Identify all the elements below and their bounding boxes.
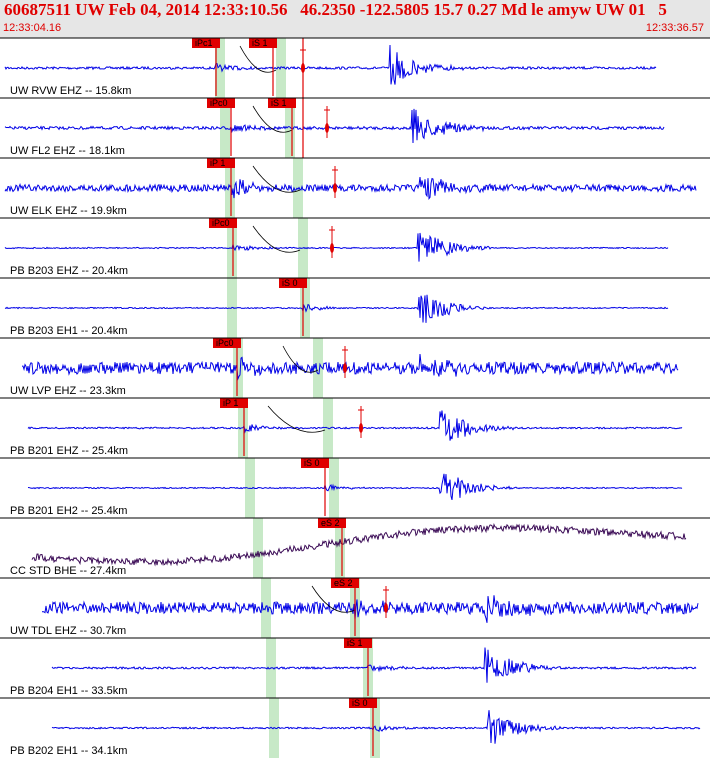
waveform-trace	[4, 177, 697, 200]
theoretical-s-band	[293, 158, 303, 218]
pick-label: iPc1	[195, 38, 213, 48]
theoretical-p-band	[253, 518, 263, 578]
channel-label: UW ELK EHZ -- 19.9km	[10, 205, 127, 217]
amplitude-pick-dot	[359, 423, 363, 433]
pick-tag[interactable]	[344, 638, 372, 648]
pick-tag[interactable]	[213, 338, 241, 348]
pick-label: iPc0	[216, 338, 234, 348]
pick-label: eS 2	[334, 578, 353, 588]
pick-tag[interactable]	[268, 98, 296, 108]
channel-label: PB B204 EH1 -- 33.5km	[10, 685, 127, 697]
theoretical-s-band	[370, 698, 380, 758]
waveform-trace	[4, 44, 657, 85]
channel-label: UW TDL EHZ -- 30.7km	[10, 625, 126, 637]
pick-tag[interactable]	[279, 278, 307, 288]
pick-label: iS 1	[271, 98, 287, 108]
header-bar: 60687511 UW Feb 04, 2014 12:33:10.56 46.…	[0, 0, 710, 38]
waveform-traces	[4, 44, 701, 744]
pick-label: iS 1	[347, 638, 363, 648]
pick-label: iP 1	[210, 158, 225, 168]
channel-label: PB B201 EH2 -- 25.4km	[10, 505, 127, 517]
channel-label: UW LVP EHZ -- 23.3km	[10, 385, 126, 397]
theoretical-s-band	[285, 98, 295, 158]
phase-picks: iPc1 iS 1 iPc0 iS 1 iP 1 iPc0 iS 0 iPc0 iP 1 iS 0…	[192, 38, 389, 756]
pick-label: eS 2	[321, 518, 340, 528]
amplitude-pick-dot	[343, 363, 347, 373]
channel-label: PB B201 EHZ -- 25.4km	[10, 445, 128, 457]
channel-labels: UW RVW EHZ -- 15.8km UW FL2 EHZ -- 18.1km…	[0, 37, 710, 757]
waveform-trace	[41, 595, 699, 623]
event-title: 60687511 UW Feb 04, 2014 12:33:10.56 46.…	[4, 0, 667, 19]
theoretical-p-band	[233, 338, 243, 398]
pick-label: iPc0	[210, 98, 228, 108]
pick-tag[interactable]	[192, 38, 220, 48]
waveform-trace	[4, 294, 669, 323]
pick-label: iS 0	[352, 698, 368, 708]
theoretical-p-band	[225, 158, 235, 218]
waveform-trace	[27, 410, 683, 441]
pick-label: iP 1	[223, 398, 238, 408]
waveform-trace	[27, 473, 683, 501]
pick-tag[interactable]	[318, 518, 346, 528]
travel-time-curve	[252, 105, 293, 133]
theoretical-s-band	[335, 518, 345, 578]
pick-tag[interactable]	[301, 458, 329, 468]
waveform-trace	[22, 353, 679, 381]
theoretical-s-band	[313, 338, 323, 398]
waveform-trace	[51, 647, 697, 683]
time-start-label: 12:33:04.16	[3, 22, 62, 34]
theoretical-p-band	[215, 38, 225, 98]
time-end-label: 12:33:36.57	[645, 22, 704, 34]
travel-time-curve	[252, 225, 301, 253]
waveform-trace	[4, 108, 665, 144]
theoretical-p-band	[261, 578, 271, 638]
pick-tag[interactable]	[207, 98, 235, 108]
channel-label: PB B202 EH1 -- 34.1km	[10, 745, 127, 757]
travel-time-curve	[252, 165, 301, 193]
amplitude-pick-dot	[384, 603, 388, 613]
travel-time-curve	[282, 345, 319, 373]
pick-label: iS 0	[282, 278, 298, 288]
pick-tag[interactable]	[331, 578, 359, 588]
channel-label: UW FL2 EHZ -- 18.1km	[10, 145, 125, 157]
travel-time-curve	[267, 405, 326, 433]
pick-label: iS 1	[252, 38, 268, 48]
pick-tag[interactable]	[207, 158, 235, 168]
pick-tag[interactable]	[349, 698, 377, 708]
waveform-trace	[51, 710, 701, 744]
travel-time-curve	[311, 585, 356, 613]
waveform-trace	[31, 522, 687, 567]
channel-label: UW RVW EHZ -- 15.8km	[10, 85, 131, 97]
pick-tag[interactable]	[220, 398, 248, 408]
pick-label: iPc0	[212, 218, 230, 228]
amplitude-pick-dot	[333, 183, 337, 193]
pick-label: iS 0	[304, 458, 320, 468]
pick-tag[interactable]	[249, 38, 277, 48]
channel-label: PB B203 EHZ -- 20.4km	[10, 265, 128, 277]
waveform-trace	[4, 232, 669, 262]
amplitude-pick-dot	[325, 123, 329, 133]
pick-tag[interactable]	[209, 218, 237, 228]
channel-label: PB B203 EH1 -- 20.4km	[10, 325, 127, 337]
channel-label: CC STD BHE -- 27.4km	[10, 565, 126, 577]
amplitude-pick-dot	[330, 243, 334, 253]
